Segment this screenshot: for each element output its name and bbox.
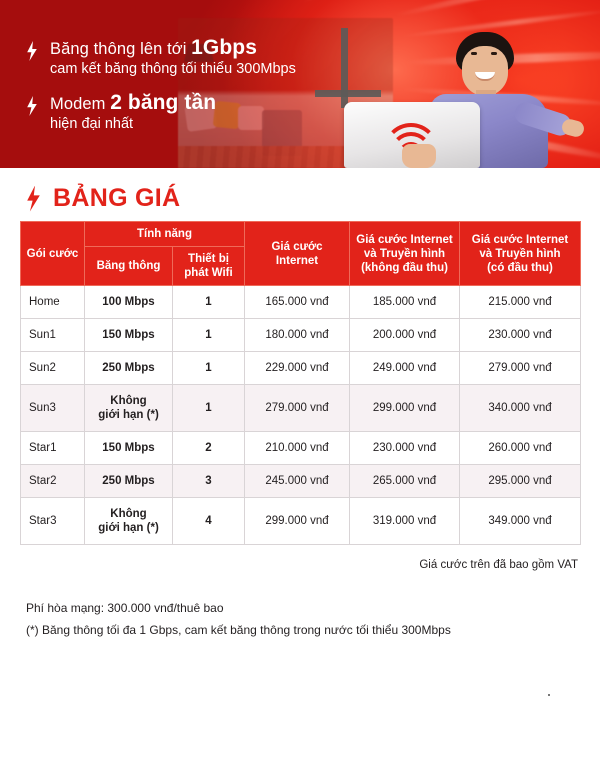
table-row: Star1 150 Mbps 2 210.000 vnđ 230.000 vnđ 260.… [20,431,581,465]
lightning-bolt-icon [27,96,37,116]
th-package: Gói cước [20,221,85,286]
banner-bullet-2-line1: Modem 2 băng tần [50,91,217,114]
cell-devices: 1 [172,384,245,432]
table-row: Sun2 250 Mbps 1 229.000 vnđ 249.000 vnđ 279.0… [20,351,581,385]
cell-bandwidth: Không giới hạn (*) [84,384,173,432]
promo-banner: Băng thông lên tới 1Gbps cam kết băng th… [0,0,600,168]
footer-note-installation-fee: Phí hòa mạng: 300.000 vnđ/thuê bao [26,601,224,615]
price-table-wrapper: Gói cước Tính năng Giá cước Internet Giá… [0,221,600,545]
cell-internet-tv-with-box: 260.000 vnđ [459,431,581,465]
cell-package: Sun2 [20,351,85,385]
th-features-group: Tính năng [84,221,245,247]
vat-note: Giá cước trên đã bao gồm VAT [419,559,578,571]
banner-bullet-2: Modem 2 băng tần hiện đại nhất [26,91,356,134]
th-internet-tv-with-box: Giá cước Internet và Truyền hình (có đầu… [459,221,581,286]
price-table: Gói cước Tính năng Giá cước Internet Giá… [20,221,581,545]
cell-package: Sun3 [20,384,85,432]
table-body: Home 100 Mbps 1 165.000 vnđ 185.000 vnđ 215.0… [20,285,581,545]
th-internet-tv-no-box: Giá cước Internet và Truyền hình (không … [349,221,460,286]
window-mullion-decoration [315,28,381,108]
cell-package: Star3 [20,497,85,545]
cell-devices: 1 [172,318,245,352]
table-row: Home 100 Mbps 1 165.000 vnđ 185.000 vnđ 215.0… [20,285,581,319]
cell-internet-tv-no-box: 249.000 vnđ [349,351,460,385]
cell-bandwidth: 100 Mbps [84,285,173,319]
footer-notes: Phí hòa mạng: 300.000 vnđ/thuê bao (*) B… [0,571,600,641]
cell-package: Home [20,285,85,319]
cell-internet-price: 165.000 vnđ [244,285,350,319]
banner-bullet-2-line2: hiện đại nhất [50,116,134,132]
cell-internet-tv-with-box: 230.000 vnđ [459,318,581,352]
cell-bandwidth: 150 Mbps [84,431,173,465]
cell-devices: 2 [172,431,245,465]
cell-internet-tv-with-box: 215.000 vnđ [459,285,581,319]
cell-internet-tv-with-box: 349.000 vnđ [459,497,581,545]
lightning-bolt-icon [27,41,37,61]
cell-internet-tv-no-box: 230.000 vnđ [349,431,460,465]
cell-internet-price: 299.000 vnđ [244,497,350,545]
cell-bandwidth: Không giới hạn (*) [84,497,173,545]
table-row: Star3 Không giới hạn (*) 4 299.000 vnđ 319.00… [20,497,581,545]
cell-internet-tv-with-box: 340.000 vnđ [459,384,581,432]
lightning-bolt-icon [27,185,40,212]
cell-package: Star2 [20,464,85,498]
section-header: BẢNG GIÁ [0,168,600,221]
cell-internet-tv-with-box: 295.000 vnđ [459,464,581,498]
person-with-laptop-photo [344,32,586,168]
cell-package: Star1 [20,431,85,465]
table-row: Star2 250 Mbps 3 245.000 vnđ 265.000 vnđ 295.… [20,464,581,498]
page-title: BẢNG GIÁ [53,184,181,212]
cell-internet-price: 180.000 vnđ [244,318,350,352]
footer-note-bandwidth: (*) Băng thông tối đa 1 Gbps, cam kết bă… [26,623,451,637]
cell-devices: 4 [172,497,245,545]
decorative-dot [548,694,550,696]
table-header-row-1: Gói cước Tính năng Giá cước Internet Giá… [20,221,581,286]
cell-package: Sun1 [20,318,85,352]
cell-devices: 3 [172,464,245,498]
banner-bullet-1-line2: cam kết băng thông tối thiểu 300Mbps [50,61,296,77]
cell-bandwidth: 250 Mbps [84,351,173,385]
cell-internet-tv-no-box: 299.000 vnđ [349,384,460,432]
cell-internet-price: 245.000 vnđ [244,464,350,498]
th-wifi-device: Thiết bị phát Wifi [172,246,245,286]
cell-devices: 1 [172,351,245,385]
cell-internet-tv-no-box: 185.000 vnđ [349,285,460,319]
cell-devices: 1 [172,285,245,319]
th-internet-price: Giá cước Internet [244,221,350,286]
cell-internet-price: 279.000 vnđ [244,384,350,432]
cell-bandwidth: 250 Mbps [84,464,173,498]
cell-internet-tv-no-box: 319.000 vnđ [349,497,460,545]
cell-internet-price: 229.000 vnđ [244,351,350,385]
cell-internet-tv-with-box: 279.000 vnđ [459,351,581,385]
banner-copy: Băng thông lên tới 1Gbps cam kết băng th… [26,36,356,148]
banner-bullet-1-line1: Băng thông lên tới 1Gbps [50,36,258,59]
cell-bandwidth: 150 Mbps [84,318,173,352]
table-row: Sun3 Không giới hạn (*) 1 279.000 vnđ 299.000… [20,384,581,432]
cell-internet-tv-no-box: 200.000 vnđ [349,318,460,352]
table-row: Sun1 150 Mbps 1 180.000 vnđ 200.000 vnđ 230.0… [20,318,581,352]
cell-internet-price: 210.000 vnđ [244,431,350,465]
table-header-row-2: Băng thông Thiết bị phát Wifi [21,246,581,286]
banner-bullet-1: Băng thông lên tới 1Gbps cam kết băng th… [26,36,356,79]
th-bandwidth: Băng thông [84,246,173,286]
cell-internet-tv-no-box: 265.000 vnđ [349,464,460,498]
table-head: Gói cước Tính năng Giá cước Internet Giá… [20,221,581,286]
